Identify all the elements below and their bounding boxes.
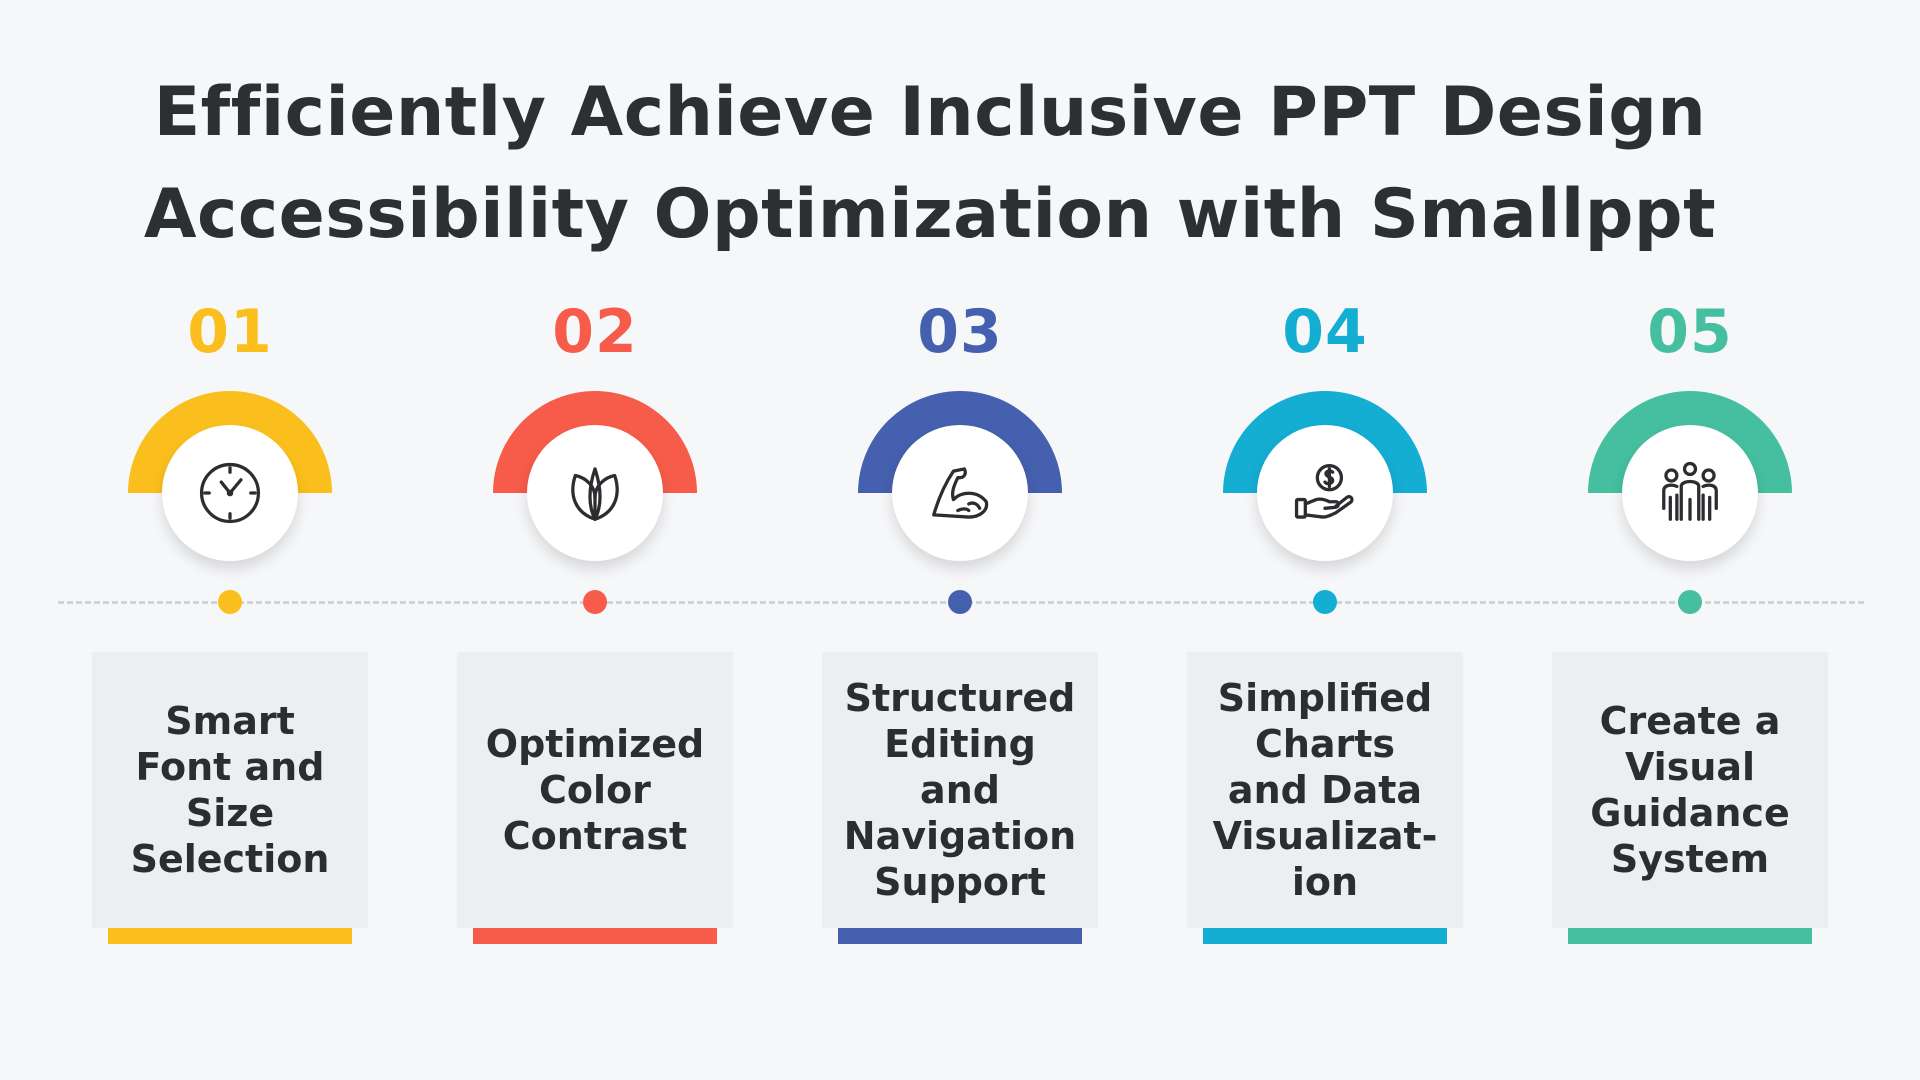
step-accent-bar xyxy=(108,928,352,944)
step-accent-bar xyxy=(1568,928,1812,944)
hand-coin-icon xyxy=(1294,464,1354,519)
step-label: Simplified Charts and Data Visualizat- i… xyxy=(1212,676,1438,904)
timeline-dot xyxy=(1678,590,1702,614)
timeline-dot xyxy=(948,590,972,614)
icon-circle xyxy=(527,425,663,561)
step-label: Structured Editing and Navigation Suppor… xyxy=(843,676,1077,904)
step-card: Create a Visual Guidance System xyxy=(1552,652,1828,928)
title-line-2: Accessibility Optimization with Smallppt xyxy=(143,175,1717,254)
timeline-dot xyxy=(583,590,607,614)
clock-icon xyxy=(199,462,261,524)
step-label: Create a Visual Guidance System xyxy=(1590,699,1790,881)
step-card: Structured Editing and Navigation Suppor… xyxy=(822,652,1098,928)
page-title: Efficiently Achieve Inclusive PPT Design… xyxy=(0,62,1860,266)
step-label: Optimized Color Contrast xyxy=(485,722,705,858)
icon-circle xyxy=(162,425,298,561)
step-card: Simplified Charts and Data Visualizat- i… xyxy=(1187,652,1463,928)
step-number: 01 xyxy=(187,297,273,367)
icon-circle xyxy=(1257,425,1393,561)
step-accent-bar xyxy=(473,928,717,944)
step-number: 03 xyxy=(917,297,1003,367)
step-accent-bar xyxy=(838,928,1082,944)
step-card: Optimized Color Contrast xyxy=(457,652,733,928)
step-label: Smart Font and Size Selection xyxy=(130,699,330,881)
timeline-dot xyxy=(218,590,242,614)
step-number: 02 xyxy=(552,297,638,367)
leaf-icon xyxy=(571,467,619,521)
timeline-dot xyxy=(1313,590,1337,614)
team-icon xyxy=(1662,461,1718,521)
title-line-1: Efficiently Achieve Inclusive PPT Design xyxy=(153,73,1707,152)
step-number: 04 xyxy=(1282,297,1368,367)
muscle-arm-icon xyxy=(932,467,989,519)
step-accent-bar xyxy=(1203,928,1447,944)
step-number: 05 xyxy=(1647,297,1733,367)
icon-circle xyxy=(1622,425,1758,561)
step-card: Smart Font and Size Selection xyxy=(92,652,368,928)
icon-circle xyxy=(892,425,1028,561)
